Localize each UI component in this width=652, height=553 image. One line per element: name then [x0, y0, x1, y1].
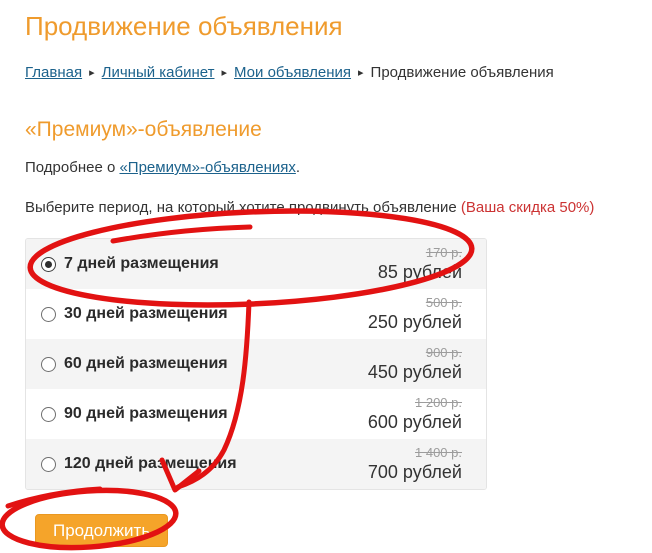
option-prices: 170 р. 85 рублей [378, 245, 462, 284]
radio-button-icon[interactable] [41, 306, 56, 322]
price: 250 рублей [367, 311, 462, 332]
radio-button-icon[interactable] [41, 356, 56, 372]
breadcrumb: Главная ▸ Личный кабинет ▸ Мои объявления ▸ Пр… [25, 63, 652, 84]
price: 700 рублей [367, 461, 462, 482]
old-price: 1 200 р. [415, 394, 462, 410]
section-title: «Премиум»-объявление [25, 118, 262, 141]
option-label: 120 дней размещения [64, 455, 237, 472]
about-prefix-text: Подробнее о [25, 159, 120, 176]
old-price: 1 400 р. [415, 444, 462, 460]
option-prices: 1 200 р. 600 рублей [368, 395, 462, 434]
breadcrumb-separator-icon: ▸ [221, 67, 228, 79]
premium-info-link[interactable]: «Премиум»-объявлениях [119, 159, 296, 176]
radio-button-icon[interactable] [41, 256, 56, 272]
discount-note: (Ваша скидка 50%) [460, 199, 595, 216]
option-row[interactable]: 30 дней размещения 500 р. 250 рублей [26, 289, 486, 339]
period-prompt: Выберите период, на который хотите продв… [25, 198, 652, 217]
old-price: 900 р. [425, 344, 462, 360]
breadcrumb-link[interactable]: Главная [25, 64, 83, 81]
option-row[interactable]: 120 дней размещения 1 400 р. 700 рублей [26, 439, 486, 489]
options-table: 7 дней размещения 170 р. 85 рублей 30 дн… [25, 238, 487, 490]
option-label: 60 дней размещения [64, 355, 228, 372]
option-prices: 900 р. 450 рублей [368, 345, 462, 384]
price: 450 рублей [367, 361, 462, 382]
option-prices: 500 р. 250 рублей [368, 295, 462, 334]
option-row[interactable]: 60 дней размещения 900 р. 450 рублей [26, 339, 486, 389]
option-label: 7 дней размещения [64, 255, 219, 272]
radio-button-icon[interactable] [41, 456, 56, 472]
about-line: Подробнее о «Премиум»-объявлениях. [25, 158, 652, 177]
old-price: 500 р. [425, 294, 462, 310]
radio-button-icon[interactable] [41, 406, 56, 422]
breadcrumb-link[interactable]: Мои объявления [234, 64, 352, 81]
option-label: 90 дней размещения [64, 405, 228, 422]
breadcrumb-current: Продвижение объявления [370, 64, 554, 81]
about-suffix-text: . [295, 159, 301, 176]
breadcrumb-separator-icon: ▸ [358, 67, 364, 79]
option-row[interactable]: 7 дней размещения 170 р. 85 рублей [26, 239, 486, 289]
page-title: Продвижение объявления [25, 11, 343, 41]
price: 85 рублей [377, 261, 462, 282]
option-label: 30 дней размещения [64, 305, 228, 322]
option-row[interactable]: 90 дней размещения 1 200 р. 600 рублей [26, 389, 486, 439]
continue-button[interactable]: Продолжить [35, 514, 169, 547]
prompt-text: Выберите период, на который хотите продв… [25, 199, 461, 216]
breadcrumb-link[interactable]: Личный кабинет [101, 64, 215, 81]
price: 600 рублей [367, 411, 462, 432]
option-prices: 1 400 р. 700 рублей [368, 445, 462, 484]
old-price: 170 р. [425, 244, 462, 260]
breadcrumb-separator-icon: ▸ [89, 67, 95, 79]
